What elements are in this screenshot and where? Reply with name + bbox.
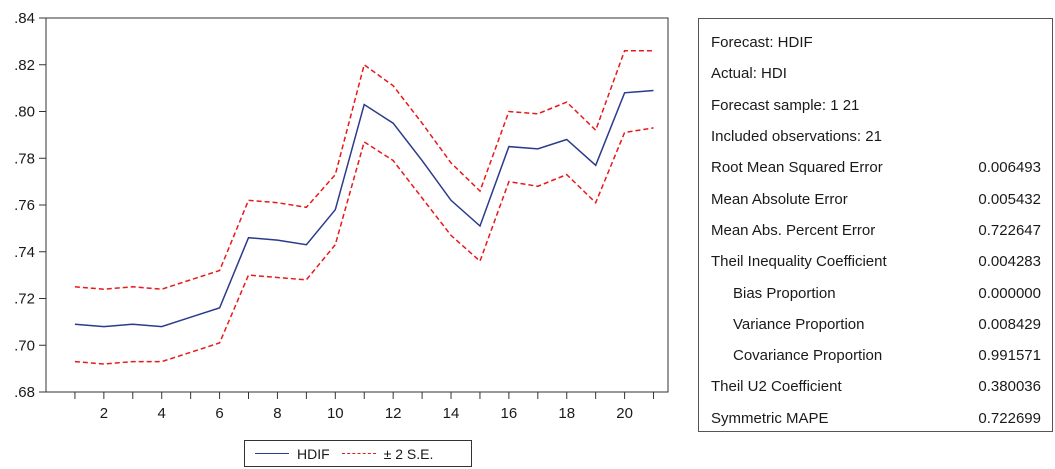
stat-value: 0.004283 — [978, 253, 1041, 271]
y-tick-label: .74 — [14, 244, 35, 261]
x-tick-label: 8 — [273, 405, 281, 422]
stat-value: 0.000000 — [978, 284, 1041, 302]
stat-actual: Actual: HDI — [699, 58, 1052, 89]
plot-frame — [45, 17, 669, 393]
y-tick-label: .70 — [14, 337, 35, 354]
stat-value: 0.380036 — [978, 378, 1041, 396]
y-tick-label: .78 — [14, 150, 35, 167]
forecast-statistics-panel: Forecast: HDIF Actual: HDI Forecast samp… — [698, 18, 1053, 432]
stat-forecast-text: Forecast: HDIF — [711, 34, 813, 52]
stat-actual-text: Actual: HDI — [711, 65, 787, 83]
legend-label-hdif: HDIF — [297, 445, 330, 462]
y-tick-label: .80 — [14, 104, 35, 121]
x-tick-label: 14 — [443, 405, 460, 422]
stat-bias: Bias Proportion 0.000000 — [699, 277, 1052, 308]
stat-observations-text: Included observations: 21 — [711, 128, 882, 146]
stat-label: Theil Inequality Coefficient — [711, 253, 887, 271]
y-tick-label: .76 — [14, 197, 35, 214]
stat-label: Theil U2 Coefficient — [711, 378, 842, 396]
legend-swatch-solid — [255, 453, 289, 454]
stat-label: Bias Proportion — [733, 284, 836, 302]
stat-theil: Theil Inequality Coefficient 0.004283 — [699, 246, 1052, 277]
stat-theil-u2: Theil U2 Coefficient 0.380036 — [699, 371, 1052, 402]
x-tick-label: 2 — [100, 405, 108, 422]
stat-value: 0.006493 — [978, 159, 1041, 177]
series-line-hdif — [74, 89, 654, 328]
stat-label: Covariance Proportion — [733, 347, 883, 365]
x-axis: 2 4 6 8 10 12 14 16 18 20 — [74, 392, 655, 422]
stat-label: Variance Proportion — [733, 315, 865, 333]
forecast-chart: .68 .70 .72 .74 .76 .78 .80 .82 .84 2 4 6 8 10 12 14 16… — [14, 10, 669, 422]
stat-smape: Symmetric MAPE 0.722699 — [699, 403, 1052, 434]
y-tick-label: .72 — [14, 291, 35, 308]
x-tick-label: 4 — [158, 405, 166, 422]
series-line-upper-band — [74, 49, 654, 290]
stat-label: Mean Absolute Error — [711, 190, 848, 208]
stat-forecast: Forecast: HDIF — [699, 27, 1052, 58]
x-tick-label: 20 — [616, 405, 633, 422]
legend-swatch-dashed — [341, 453, 376, 454]
stat-covariance: Covariance Proportion 0.991571 — [699, 340, 1052, 371]
legend-label-se: ± 2 S.E. — [383, 445, 434, 462]
y-axis: .68 .70 .72 .74 .76 .78 .80 .82 .84 — [14, 10, 46, 401]
stat-label: Symmetric MAPE — [711, 409, 829, 427]
stat-value: 0.991571 — [978, 347, 1041, 365]
legend-item-hdif: HDIF — [255, 446, 330, 462]
legend: HDIF ± 2 S.E. — [244, 440, 472, 467]
x-tick-label: 12 — [385, 405, 402, 422]
x-tick-label: 10 — [327, 405, 344, 422]
stat-label: Root Mean Squared Error — [711, 159, 883, 177]
y-tick-label: .82 — [14, 57, 35, 74]
series-line-lower-band — [74, 127, 654, 365]
stat-rmse: Root Mean Squared Error 0.006493 — [699, 152, 1052, 183]
stat-value: 0.722699 — [978, 409, 1041, 427]
stat-label: Mean Abs. Percent Error — [711, 221, 876, 239]
x-tick-label: 18 — [558, 405, 575, 422]
series-layer — [74, 49, 654, 365]
stat-value: 0.722647 — [978, 221, 1041, 239]
stat-observations: Included observations: 21 — [699, 121, 1052, 152]
stat-mae: Mean Absolute Error 0.005432 — [699, 183, 1052, 214]
y-tick-label: .84 — [14, 10, 35, 27]
x-tick-label: 6 — [215, 405, 223, 422]
stat-variance: Variance Proportion 0.008429 — [699, 309, 1052, 340]
legend-item-se: ± 2 S.E. — [341, 445, 434, 462]
stat-value: 0.005432 — [978, 190, 1041, 208]
stat-sample-text: Forecast sample: 1 21 — [711, 96, 860, 114]
x-tick-label: 16 — [501, 405, 518, 422]
stat-sample: Forecast sample: 1 21 — [699, 90, 1052, 121]
stat-value: 0.008429 — [978, 315, 1041, 333]
y-tick-label: .68 — [14, 384, 35, 401]
stat-mape: Mean Abs. Percent Error 0.722647 — [699, 215, 1052, 246]
